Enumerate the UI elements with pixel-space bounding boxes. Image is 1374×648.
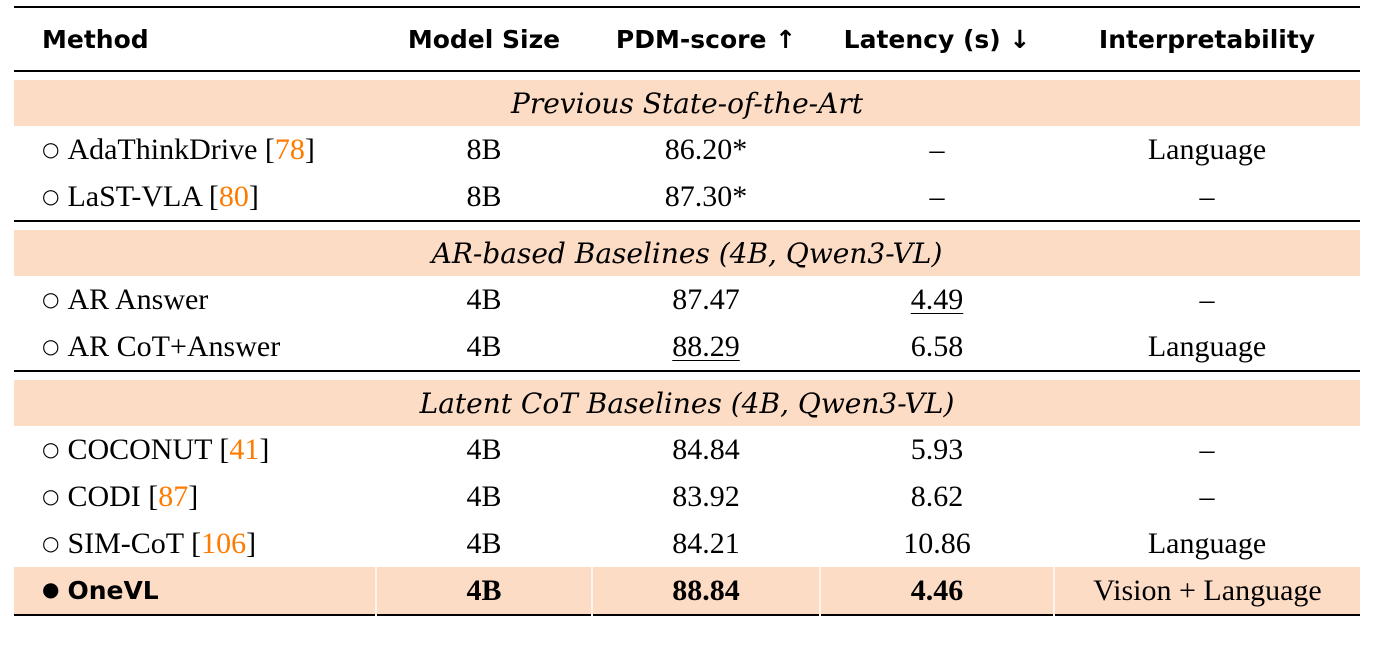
pdm-cell: 87.30* bbox=[592, 173, 820, 222]
method-cell: ○ CODI [87] bbox=[14, 473, 376, 520]
interpretability-cell: Language bbox=[1147, 132, 1267, 166]
pdm-cell: 88.29 bbox=[592, 323, 820, 372]
method-cell: ○ AR Answer bbox=[14, 276, 376, 323]
citation-link[interactable]: 80 bbox=[218, 179, 249, 213]
pdm-cell: 83.92 bbox=[672, 479, 740, 513]
bullet-filled-icon: ● bbox=[42, 577, 60, 601]
model-size-cell: 4B bbox=[376, 323, 592, 372]
model-size-cell: 4B bbox=[375, 567, 592, 615]
latency-cell: 4.46 bbox=[819, 567, 1054, 615]
method-name: SIM-CoT [ bbox=[67, 526, 202, 560]
latency-cell: 4.49 bbox=[820, 276, 1054, 323]
model-size-cell: 4B bbox=[466, 526, 502, 560]
pdm-cell: 88.84 bbox=[591, 567, 820, 615]
citation-link[interactable]: 87 bbox=[158, 479, 189, 513]
latency-cell: – bbox=[820, 173, 1054, 222]
header-method: Method bbox=[14, 7, 376, 72]
interpretability-cell: Language bbox=[1054, 323, 1360, 372]
header-interpretability: Interpretability bbox=[1054, 7, 1360, 72]
citation-link[interactable]: 41 bbox=[229, 432, 260, 466]
interpretability-cell: Vision + Language bbox=[1053, 567, 1360, 615]
latency-cell: – bbox=[929, 132, 945, 166]
citation-close: ] bbox=[246, 526, 257, 560]
citation-link[interactable]: 78 bbox=[274, 132, 305, 166]
bullet-icon: ○ bbox=[42, 136, 60, 161]
interpretability-cell: Language bbox=[1147, 526, 1267, 560]
header-model-size: Model Size bbox=[376, 7, 592, 72]
method-name: COCONUT [ bbox=[67, 432, 230, 466]
pdm-cell: 87.47 bbox=[672, 282, 740, 316]
pdm-cell: 86.20* bbox=[664, 132, 748, 166]
section-title: AR-based Baselines (4B, Qwen3-VL) bbox=[14, 230, 1360, 276]
model-size-cell: 4B bbox=[466, 282, 502, 316]
model-size-cell: 8B bbox=[376, 173, 592, 222]
section-title: Previous State-of-the-Art bbox=[14, 80, 1360, 126]
citation-close: ] bbox=[188, 479, 199, 513]
citation-close: ] bbox=[248, 179, 259, 213]
bullet-icon: ○ bbox=[42, 286, 60, 311]
latency-cell: 6.58 bbox=[820, 323, 1054, 372]
section-header: AR-based Baselines (4B, Qwen3-VL) bbox=[14, 230, 1360, 276]
pdm-value-underlined: 88.29 bbox=[672, 329, 740, 363]
latency-cell: 10.86 bbox=[903, 526, 971, 560]
method-cell: ○ SIM-CoT [106] bbox=[14, 520, 376, 567]
method-name: AR CoT+Answer bbox=[67, 329, 281, 363]
bullet-icon: ○ bbox=[42, 530, 60, 555]
method-cell: ○ AdaThinkDrive [78] bbox=[14, 126, 376, 173]
model-size-cell: 8B bbox=[466, 132, 502, 166]
method-name: AR Answer bbox=[67, 282, 209, 316]
bullet-icon: ○ bbox=[42, 183, 60, 208]
model-size-cell: 4B bbox=[466, 479, 502, 513]
header-latency: Latency (s) ↓ bbox=[820, 7, 1054, 72]
bullet-icon: ○ bbox=[42, 483, 60, 508]
model-size-cell: 4B bbox=[466, 432, 502, 466]
table-row: ○ AdaThinkDrive [78] 8B 86.20* – Language bbox=[14, 126, 1360, 173]
latency-cell: 8.62 bbox=[910, 479, 964, 513]
method-name: LaST-VLA [ bbox=[67, 179, 219, 213]
pdm-cell: 84.21 bbox=[672, 526, 740, 560]
method-name: AdaThinkDrive [ bbox=[67, 132, 275, 166]
citation-close: ] bbox=[304, 132, 315, 166]
pdm-cell: 84.84 bbox=[672, 432, 740, 466]
table-row: ○ AR Answer 4B 87.47 4.49 – bbox=[14, 276, 1360, 323]
citation-link[interactable]: 106 bbox=[201, 526, 247, 560]
citation-close: ] bbox=[259, 432, 270, 466]
header-pdm-score: PDM-score ↑ bbox=[592, 7, 820, 72]
table-row: ○ CODI [87] 4B 83.92 8.62 – bbox=[14, 473, 1360, 520]
table-row: ○ AR CoT+Answer 4B 88.29 6.58 Language bbox=[14, 323, 1360, 372]
bullet-icon: ○ bbox=[42, 436, 60, 461]
section-header: Latent CoT Baselines (4B, Qwen3-VL) bbox=[14, 380, 1360, 426]
results-table: Method Model Size PDM-score ↑ Latency (s… bbox=[14, 6, 1360, 616]
table-row: ○ COCONUT [41] 4B 84.84 5.93 – bbox=[14, 426, 1360, 473]
interpretability-cell: – bbox=[1054, 173, 1360, 222]
method-cell: ○ AR CoT+Answer bbox=[14, 323, 376, 372]
method-cell: ● OneVL bbox=[14, 567, 376, 615]
bullet-icon: ○ bbox=[42, 333, 60, 358]
table-row: ○ SIM-CoT [106] 4B 84.21 10.86 Language bbox=[14, 520, 1360, 567]
interpretability-cell: – bbox=[1199, 282, 1215, 316]
header-row: Method Model Size PDM-score ↑ Latency (s… bbox=[14, 7, 1360, 72]
section-title: Latent CoT Baselines (4B, Qwen3-VL) bbox=[14, 380, 1360, 426]
latency-cell: 5.93 bbox=[910, 432, 964, 466]
method-cell: ○ COCONUT [41] bbox=[14, 426, 376, 473]
interpretability-cell: – bbox=[1199, 479, 1215, 513]
table-row: ○ LaST-VLA [80] 8B 87.30* – – bbox=[14, 173, 1360, 222]
interpretability-cell: – bbox=[1199, 432, 1215, 466]
table-row-ours: ● OneVL 4B 88.84 4.46 Vision + Language bbox=[14, 567, 1360, 615]
section-header: Previous State-of-the-Art bbox=[14, 80, 1360, 126]
method-cell: ○ LaST-VLA [80] bbox=[14, 173, 376, 222]
method-name: OneVL bbox=[67, 576, 159, 605]
method-name: CODI [ bbox=[67, 479, 159, 513]
latency-value-underlined: 4.49 bbox=[910, 282, 964, 316]
